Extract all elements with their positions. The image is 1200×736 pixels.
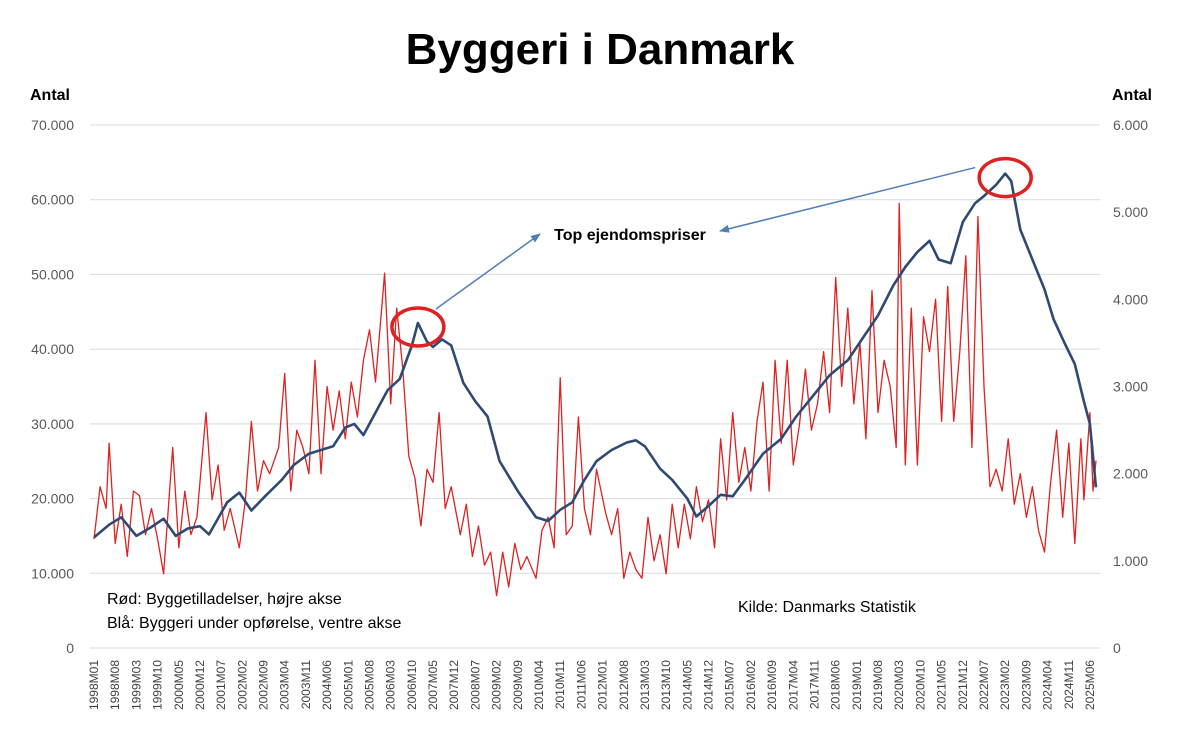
left-tick-label: 60.000 [31,192,74,208]
x-tick-label: 2009M02 [490,660,504,710]
right-tick-label: 2.000 [1113,466,1148,482]
right-tick-label: 5.000 [1113,204,1148,220]
x-tick-label: 1998M01 [87,660,101,710]
x-tick-label: 1999M10 [151,660,165,710]
right-tick-label: 0 [1113,640,1121,656]
x-tick-label: 2012M01 [596,660,610,710]
x-tick-label: 2003M11 [299,660,313,709]
x-tick-label: 2000M12 [193,660,207,710]
right-axis-label: Antal [1112,87,1152,104]
x-tick-label: 2007M05 [426,660,440,710]
left-tick-label: 0 [66,640,74,656]
right-tick-label: 4.000 [1113,291,1148,307]
note-red-series: Rød: Byggetilladelser, højre akse [107,591,342,608]
x-tick-label: 2014M05 [680,660,694,710]
series-layer [93,172,1098,597]
left-tick-label: 30.000 [31,416,74,432]
gridlines [90,124,1100,649]
x-tick-label: 2002M02 [235,660,249,710]
x-tick-label: 2003M04 [278,660,292,710]
left-tick-label: 10.000 [31,565,74,581]
note-blue-series: Blå: Byggeri under opførelse, ventre aks… [107,614,401,632]
x-tick-label: 2001M07 [214,660,228,710]
right-axis-ticks: 0 1.000 2.000 3.000 4.000 5.000 6.000 [1113,117,1148,656]
x-tick-label: 2010M11 [553,660,567,709]
right-tick-label: 6.000 [1113,117,1148,133]
x-tick-label: 2021M12 [956,660,970,710]
x-tick-label: 2007M12 [447,660,461,710]
x-tick-label: 2018M06 [829,660,843,710]
x-tick-label: 2017M11 [807,660,821,709]
x-tick-label: 2019M01 [850,660,864,710]
source-note: Kilde: Danmarks Statistik [738,599,917,616]
left-axis-label: Antal [30,87,70,104]
x-tick-label: 2019M08 [871,660,885,710]
x-tick-label: 2012M08 [617,660,631,710]
x-tick-label: 2002M09 [257,660,271,710]
x-tick-label: 2025M06 [1083,660,1097,710]
chart-title: Byggeri i Danmark [406,25,795,74]
x-tick-label: 2017M04 [786,660,800,710]
x-tick-label: 2021M05 [935,660,949,710]
x-tick-label: 2020M03 [892,660,906,710]
x-tick-label: 2024M11 [1062,660,1076,709]
x-tick-label: 2014M12 [702,660,716,710]
series-line-red [93,202,1097,597]
left-tick-label: 70.000 [31,117,74,133]
x-tick-label: 2024M04 [1041,660,1055,710]
left-tick-label: 20.000 [31,491,74,507]
x-tick-label: 2010M04 [532,660,546,710]
x-tick-label: 2008M07 [468,660,482,710]
annotation-label: Top ejendomspriser [554,227,706,244]
left-tick-label: 50.000 [31,266,74,282]
annotation-arrow [719,166,976,233]
right-tick-label: 3.000 [1113,379,1148,395]
x-tick-label: 2022M07 [977,660,991,710]
x-tick-label: 1999M03 [129,660,143,710]
x-tick-label: 2006M10 [405,660,419,710]
x-tick-label: 2006M03 [384,660,398,710]
series-line-blue [93,172,1098,539]
x-tick-label: 2016M02 [744,660,758,710]
x-tick-label: 2013M10 [659,660,673,710]
x-tick-label: 2023M09 [1019,660,1033,710]
x-tick-label: 2005M08 [362,660,376,710]
x-tick-label: 2005M01 [341,660,355,710]
annotation-layer: Top ejendomspriser [390,156,1033,348]
x-tick-label: 2004M06 [320,660,334,710]
x-tick-label: 2015M07 [723,660,737,710]
x-tick-label: 2000M05 [172,660,186,710]
x-tick-label: 1998M08 [108,660,122,710]
left-tick-label: 40.000 [31,341,74,357]
left-axis-ticks: 0 10.000 20.000 30.000 40.000 50.000 60.000 70.… [31,117,74,656]
right-tick-label: 1.000 [1113,553,1148,569]
x-tick-label: 2016M09 [765,660,779,710]
x-tick-label: 2011M06 [574,660,588,709]
x-tick-label: 2020M10 [913,660,927,710]
x-tick-label: 2009M09 [511,660,525,710]
annotation-arrow [435,233,541,310]
highlight-circle [977,156,1033,199]
x-tick-label: 2013M03 [638,660,652,710]
highlight-circle [390,306,446,348]
x-tick-label: 2023M02 [998,660,1012,710]
x-axis-ticks: 1998M01 1998M08 1999M03 1999M10 2000M05 2000M… [87,660,1097,710]
